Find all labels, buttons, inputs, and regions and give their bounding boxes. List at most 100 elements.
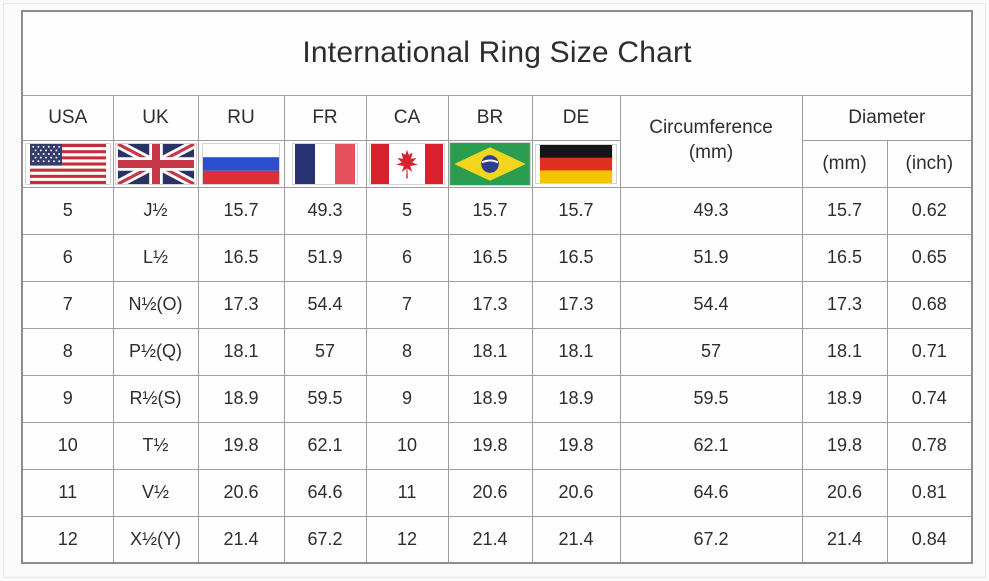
diameter-mm-header: (mm): [801, 139, 888, 188]
ring-size-cell: P½(Q): [112, 327, 199, 376]
ring-size-cell: 8: [365, 327, 449, 376]
circumference-label: Circumference: [649, 117, 773, 139]
ring-size-cell: 20.6: [531, 468, 621, 517]
col-header-ca: CA: [365, 94, 449, 141]
col-header-circumference: Circumference (mm): [619, 94, 803, 188]
ring-size-row: 5 J½ 15.7 49.3 5 15.7 15.7 49.3 15.7 0.62: [21, 186, 973, 235]
col-header-ru: RU: [197, 94, 285, 141]
ring-size-cell: 51.9: [283, 233, 367, 282]
ring-size-cell: 54.4: [283, 280, 367, 329]
ring-size-cell: 0.65: [886, 233, 973, 282]
ring-size-cell: 21.4: [531, 515, 621, 564]
ring-size-cell: 5: [21, 186, 114, 235]
ring-size-cell: 8: [21, 327, 114, 376]
ring-size-cell: R½(S): [112, 374, 199, 423]
ring-size-cell: 11: [365, 468, 449, 517]
ring-size-cell: 57: [283, 327, 367, 376]
ring-size-cell: 51.9: [619, 233, 803, 282]
col-header-uk: UK: [112, 94, 199, 141]
ring-size-cell: 0.62: [886, 186, 973, 235]
ring-size-cell: 19.8: [531, 421, 621, 470]
ring-size-row: 9 R½(S) 18.9 59.5 9 18.9 18.9 59.5 18.9 0.74: [21, 374, 973, 423]
ring-size-cell: 16.5: [531, 233, 621, 282]
ring-size-cell: 20.6: [197, 468, 285, 517]
ring-size-cell: 15.7: [801, 186, 888, 235]
ring-size-cell: L½: [112, 233, 199, 282]
ring-size-cell: 12: [21, 515, 114, 564]
ring-size-cell: 17.3: [197, 280, 285, 329]
ring-size-cell: 18.9: [801, 374, 888, 423]
ring-size-cell: 64.6: [283, 468, 367, 517]
ring-size-row: 8 P½(Q) 18.1 57 8 18.1 18.1 57 18.1 0.71: [21, 327, 973, 376]
ring-size-cell: 0.68: [886, 280, 973, 329]
russia-flag-icon: [197, 139, 285, 188]
ring-size-cell: 18.1: [531, 327, 621, 376]
ring-size-cell: 0.84: [886, 515, 973, 564]
ring-size-cell: 0.74: [886, 374, 973, 423]
ring-size-cell: 10: [21, 421, 114, 470]
ring-size-cell: 62.1: [619, 421, 803, 470]
ring-size-cell: 7: [21, 280, 114, 329]
col-header-usa: USA: [21, 94, 114, 141]
ring-size-cell: 6: [365, 233, 449, 282]
ring-size-cell: 15.7: [197, 186, 285, 235]
ring-size-cell: 10: [365, 421, 449, 470]
ring-size-cell: 21.4: [801, 515, 888, 564]
ring-size-cell: 18.9: [531, 374, 621, 423]
ring-size-cell: 20.6: [447, 468, 533, 517]
ring-size-row: 7 N½(O) 17.3 54.4 7 17.3 17.3 54.4 17.3 0.68: [21, 280, 973, 329]
ring-size-cell: N½(O): [112, 280, 199, 329]
ring-size-cell: 5: [365, 186, 449, 235]
col-header-de: DE: [531, 94, 621, 141]
ring-size-cell: 18.9: [197, 374, 285, 423]
brazil-flag-icon: [447, 139, 533, 188]
title-row: International Ring Size Chart: [21, 10, 973, 96]
ring-size-cell: 19.8: [801, 421, 888, 470]
page-title: International Ring Size Chart: [21, 10, 973, 96]
ring-size-cell: 9: [21, 374, 114, 423]
ring-size-cell: V½: [112, 468, 199, 517]
ring-size-cell: 62.1: [283, 421, 367, 470]
ring-size-cell: 18.9: [447, 374, 533, 423]
ring-size-cell: 19.8: [197, 421, 285, 470]
flag-row: (mm) (inch): [21, 139, 973, 188]
ring-size-chart-table: International Ring Size Chart USA UK RU …: [21, 10, 974, 564]
col-header-br: BR: [447, 94, 533, 141]
ring-size-cell: 18.1: [447, 327, 533, 376]
ring-size-row: 11 V½ 20.6 64.6 11 20.6 20.6 64.6 20.6 0.81: [21, 468, 973, 517]
ring-size-cell: J½: [112, 186, 199, 235]
usa-flag-icon: [21, 139, 114, 188]
ring-size-cell: 20.6: [801, 468, 888, 517]
ring-size-cell: 57: [619, 327, 803, 376]
ring-size-cell: 15.7: [447, 186, 533, 235]
country-code-header-row: USA UK RU FR CA BR DE Circumference (mm)…: [21, 94, 973, 188]
ring-size-row: 12 X½(Y) 21.4 67.2 12 21.4 21.4 67.2 21.4 0.84: [21, 515, 973, 564]
ring-size-cell: 9: [365, 374, 449, 423]
ring-size-cell: 18.1: [801, 327, 888, 376]
col-header-diameter: Diameter: [801, 94, 973, 141]
ring-size-cell: 17.3: [447, 280, 533, 329]
ring-size-cell: 19.8: [447, 421, 533, 470]
ring-size-cell: 16.5: [447, 233, 533, 282]
ring-size-row: 6 L½ 16.5 51.9 6 16.5 16.5 51.9 16.5 0.65: [21, 233, 973, 282]
ring-size-cell: 12: [365, 515, 449, 564]
ring-size-cell: 6: [21, 233, 114, 282]
france-flag-icon: [283, 139, 367, 188]
ring-size-cell: 67.2: [619, 515, 803, 564]
ring-size-cell: 17.3: [531, 280, 621, 329]
ring-size-row: 10 T½ 19.8 62.1 10 19.8 19.8 62.1 19.8 0.78: [21, 421, 973, 470]
germany-flag-icon: [531, 139, 621, 188]
ring-size-cell: 0.78: [886, 421, 973, 470]
ring-size-cell: 49.3: [619, 186, 803, 235]
col-header-fr: FR: [283, 94, 367, 141]
ring-size-cell: 49.3: [283, 186, 367, 235]
canada-flag-icon: [365, 139, 449, 188]
ring-size-cell: 21.4: [197, 515, 285, 564]
ring-size-cell: 15.7: [531, 186, 621, 235]
ring-size-cell: 18.1: [197, 327, 285, 376]
table-body: 5 J½ 15.7 49.3 5 15.7 15.7 49.3 15.7 0.62 6 L½ 16.5 5…: [21, 186, 973, 564]
diameter-inch-header: (inch): [886, 139, 973, 188]
ring-size-cell: 17.3: [801, 280, 888, 329]
ring-size-cell: 54.4: [619, 280, 803, 329]
ring-size-cell: 0.81: [886, 468, 973, 517]
